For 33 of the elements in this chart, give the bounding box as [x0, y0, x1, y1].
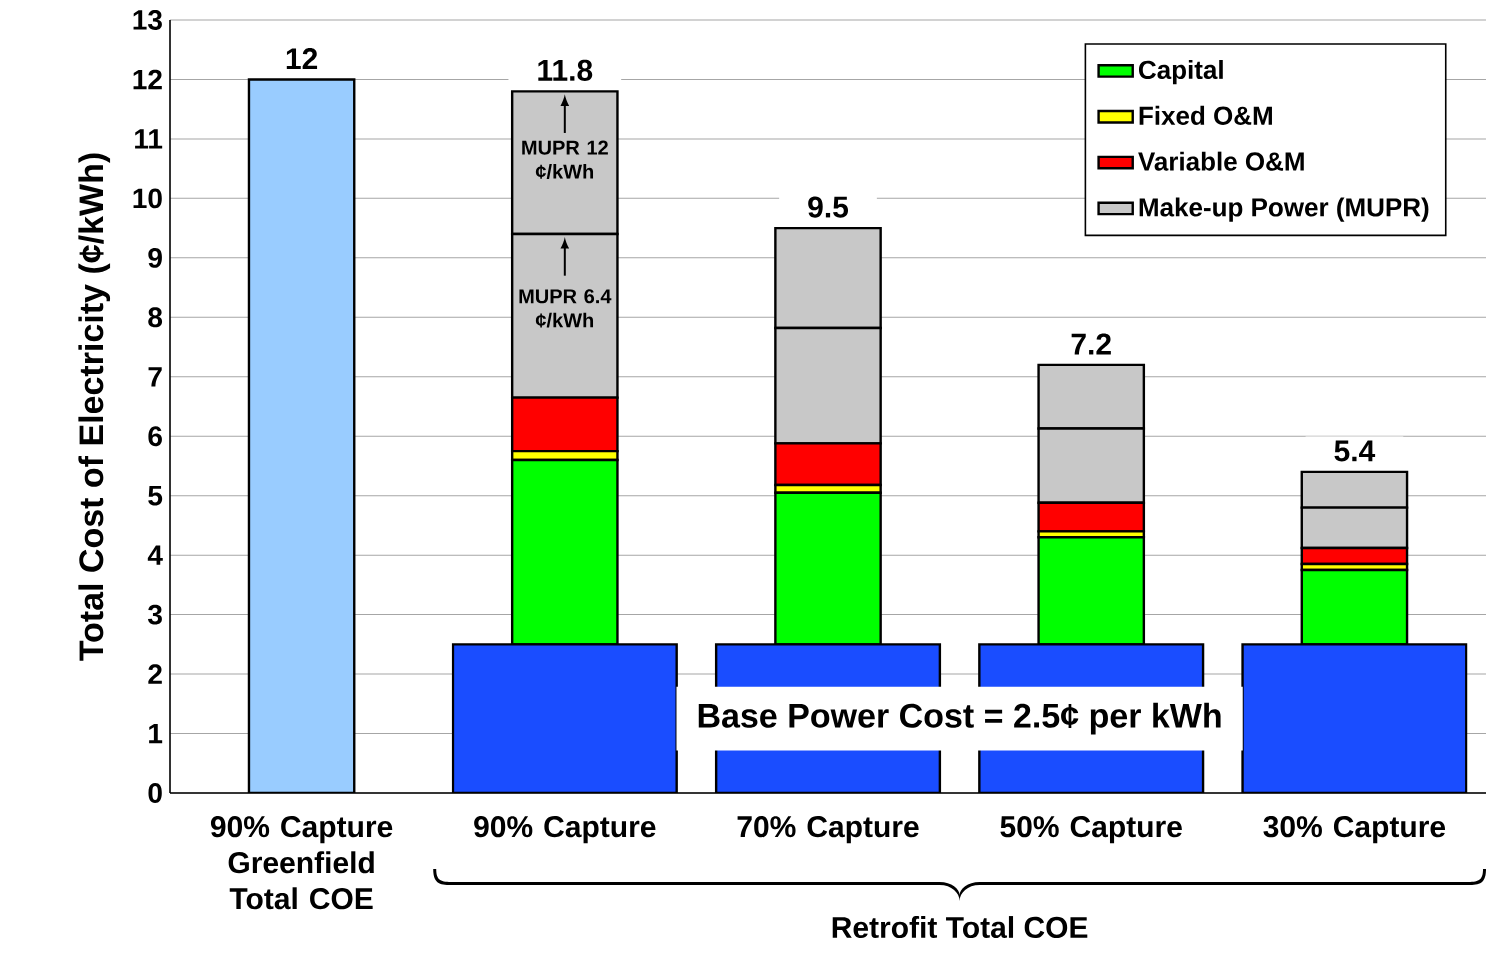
y-tick-label: 10 — [133, 188, 162, 209]
y-tick-label: 2 — [148, 664, 162, 684]
x-tick-label: 90% Capture — [474, 816, 656, 844]
y-tick-label: 3 — [147, 604, 162, 625]
legend-label: Capital — [1139, 59, 1223, 85]
x-tick-label: 90% Capture Greenfield Total COE — [210, 816, 393, 910]
x-tick-label: 30% Capture — [1263, 816, 1446, 844]
annotation: Base Power Cost = 2.5¢ per kWh — [698, 702, 1221, 735]
total-label: 11.8 — [538, 59, 593, 81]
total-label: 5.4 — [1334, 440, 1376, 462]
legend-label: Fixed O&M — [1139, 105, 1272, 125]
y-tick-label: 0 — [148, 783, 162, 803]
total-label: 12 — [286, 48, 318, 70]
y-axis-title: Total Cost of Electricity (¢/kWh) — [78, 153, 111, 661]
y-tick-label: 13 — [133, 10, 162, 30]
y-tick-label: 5 — [148, 485, 163, 506]
y-tick-label: 8 — [148, 307, 163, 328]
y-tick-label: 9 — [148, 247, 162, 268]
total-label: 9.5 — [808, 196, 849, 218]
total-label: 7.2 — [1071, 333, 1111, 355]
x-tick-label: 50% Capture — [1000, 816, 1182, 844]
text: Retrofit Total COE — [832, 916, 1088, 939]
y-tick-label: 4 — [147, 545, 163, 565]
annotation: MUPR 12 ¢/kWh — [522, 140, 608, 179]
y-tick-label: 6 — [148, 426, 162, 447]
y-tick-label: 1 — [149, 723, 163, 744]
legend-label: Make-up Power (MUPR) — [1139, 197, 1429, 222]
y-tick-label: 12 — [133, 69, 162, 90]
legend-label: Variable O&M — [1138, 151, 1304, 171]
x-tick-label: 70% Capture — [737, 816, 919, 844]
y-tick-label: 7 — [148, 367, 162, 387]
y-tick-label: 11 — [135, 129, 163, 149]
annotation: MUPR 6.4 ¢/kWh — [519, 289, 612, 328]
